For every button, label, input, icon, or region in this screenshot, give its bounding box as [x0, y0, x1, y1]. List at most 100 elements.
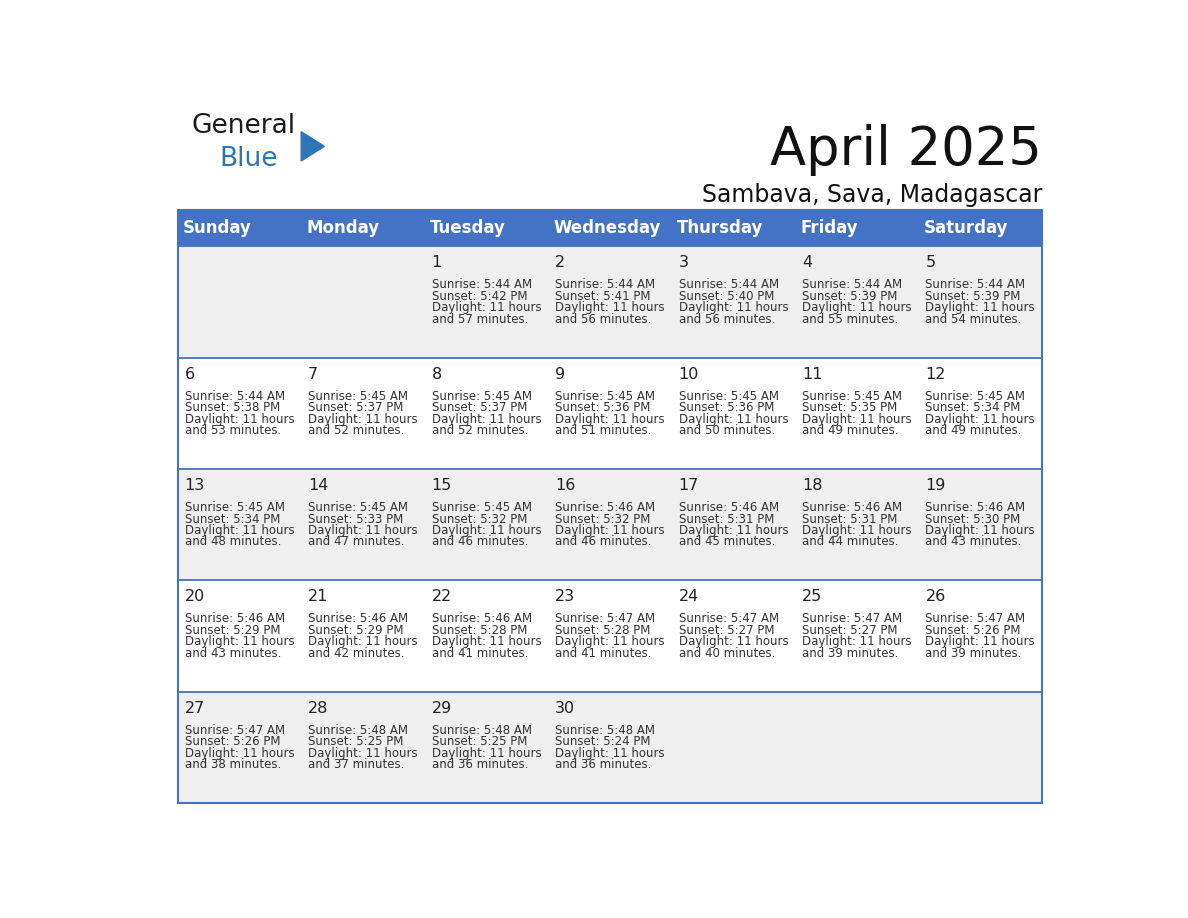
Text: Thursday: Thursday	[677, 219, 763, 238]
Text: and 39 minutes.: and 39 minutes.	[802, 646, 898, 660]
Text: 28: 28	[308, 700, 329, 716]
Text: 2: 2	[555, 255, 565, 271]
Text: 9: 9	[555, 366, 565, 382]
Text: 24: 24	[678, 589, 699, 604]
Text: Sunset: 5:30 PM: Sunset: 5:30 PM	[925, 512, 1020, 525]
Text: and 48 minutes.: and 48 minutes.	[185, 535, 282, 548]
Text: Sunset: 5:39 PM: Sunset: 5:39 PM	[802, 290, 897, 303]
Text: Sunset: 5:24 PM: Sunset: 5:24 PM	[555, 735, 651, 748]
Text: Daylight: 11 hours: Daylight: 11 hours	[431, 412, 542, 426]
Text: Sunset: 5:29 PM: Sunset: 5:29 PM	[185, 624, 280, 637]
Text: 30: 30	[555, 700, 575, 716]
Text: Sunrise: 5:44 AM: Sunrise: 5:44 AM	[925, 278, 1025, 291]
Text: and 52 minutes.: and 52 minutes.	[431, 424, 527, 437]
Text: Sunrise: 5:45 AM: Sunrise: 5:45 AM	[555, 390, 655, 403]
Text: Sunset: 5:33 PM: Sunset: 5:33 PM	[308, 512, 404, 525]
Text: and 36 minutes.: and 36 minutes.	[431, 758, 527, 771]
Text: Sunrise: 5:46 AM: Sunrise: 5:46 AM	[431, 612, 532, 625]
Text: Daylight: 11 hours: Daylight: 11 hours	[925, 412, 1035, 426]
Bar	[795, 210, 918, 246]
Text: April 2025: April 2025	[770, 124, 1042, 176]
Bar	[178, 469, 1042, 580]
Text: Sunrise: 5:44 AM: Sunrise: 5:44 AM	[555, 278, 656, 291]
Text: Daylight: 11 hours: Daylight: 11 hours	[802, 301, 911, 314]
Text: and 55 minutes.: and 55 minutes.	[802, 313, 898, 326]
Text: Sunset: 5:41 PM: Sunset: 5:41 PM	[555, 290, 651, 303]
Text: 12: 12	[925, 366, 946, 382]
Text: 6: 6	[185, 366, 195, 382]
Text: Sunset: 5:28 PM: Sunset: 5:28 PM	[555, 624, 651, 637]
Text: Sunrise: 5:46 AM: Sunrise: 5:46 AM	[802, 501, 902, 514]
Text: Sunset: 5:26 PM: Sunset: 5:26 PM	[925, 624, 1020, 637]
Bar	[178, 246, 1042, 358]
Text: Sunset: 5:36 PM: Sunset: 5:36 PM	[555, 401, 651, 414]
Text: and 39 minutes.: and 39 minutes.	[925, 646, 1022, 660]
Bar	[671, 210, 795, 246]
Text: Sunrise: 5:45 AM: Sunrise: 5:45 AM	[431, 501, 532, 514]
Text: and 57 minutes.: and 57 minutes.	[431, 313, 527, 326]
Text: 1: 1	[431, 255, 442, 271]
Text: Daylight: 11 hours: Daylight: 11 hours	[678, 635, 788, 648]
Text: Daylight: 11 hours: Daylight: 11 hours	[925, 635, 1035, 648]
Text: and 40 minutes.: and 40 minutes.	[678, 646, 775, 660]
Text: Sunset: 5:27 PM: Sunset: 5:27 PM	[802, 624, 897, 637]
Text: Daylight: 11 hours: Daylight: 11 hours	[431, 635, 542, 648]
Text: Sunrise: 5:45 AM: Sunrise: 5:45 AM	[925, 390, 1025, 403]
Text: Daylight: 11 hours: Daylight: 11 hours	[185, 412, 295, 426]
Text: Daylight: 11 hours: Daylight: 11 hours	[925, 301, 1035, 314]
Bar	[178, 210, 302, 246]
Text: Monday: Monday	[307, 219, 379, 238]
Text: Sunrise: 5:45 AM: Sunrise: 5:45 AM	[308, 501, 409, 514]
Text: Sunset: 5:40 PM: Sunset: 5:40 PM	[678, 290, 773, 303]
Text: Sunset: 5:42 PM: Sunset: 5:42 PM	[431, 290, 527, 303]
Text: Sunrise: 5:45 AM: Sunrise: 5:45 AM	[185, 501, 285, 514]
Text: 18: 18	[802, 478, 822, 493]
Text: 29: 29	[431, 700, 451, 716]
Text: Daylight: 11 hours: Daylight: 11 hours	[308, 635, 418, 648]
Text: Daylight: 11 hours: Daylight: 11 hours	[802, 412, 911, 426]
Text: and 54 minutes.: and 54 minutes.	[925, 313, 1022, 326]
Text: Sunrise: 5:46 AM: Sunrise: 5:46 AM	[925, 501, 1025, 514]
Text: Friday: Friday	[801, 219, 858, 238]
Text: Sunrise: 5:45 AM: Sunrise: 5:45 AM	[802, 390, 902, 403]
Text: 17: 17	[678, 478, 699, 493]
Text: 11: 11	[802, 366, 822, 382]
Text: Sunrise: 5:48 AM: Sunrise: 5:48 AM	[555, 723, 655, 737]
Text: Sunset: 5:28 PM: Sunset: 5:28 PM	[431, 624, 527, 637]
Text: Daylight: 11 hours: Daylight: 11 hours	[308, 746, 418, 759]
Text: and 41 minutes.: and 41 minutes.	[431, 646, 529, 660]
Text: Wednesday: Wednesday	[554, 219, 661, 238]
Text: and 43 minutes.: and 43 minutes.	[925, 535, 1022, 548]
Text: Sunrise: 5:46 AM: Sunrise: 5:46 AM	[678, 501, 778, 514]
Text: Daylight: 11 hours: Daylight: 11 hours	[308, 524, 418, 537]
Text: Sunrise: 5:47 AM: Sunrise: 5:47 AM	[185, 723, 285, 737]
Text: Tuesday: Tuesday	[430, 219, 506, 238]
Text: Sunrise: 5:48 AM: Sunrise: 5:48 AM	[431, 723, 532, 737]
Text: 22: 22	[431, 589, 451, 604]
Text: Sunset: 5:25 PM: Sunset: 5:25 PM	[431, 735, 527, 748]
Text: Sunset: 5:32 PM: Sunset: 5:32 PM	[431, 512, 527, 525]
Text: Sunrise: 5:44 AM: Sunrise: 5:44 AM	[802, 278, 902, 291]
Text: Daylight: 11 hours: Daylight: 11 hours	[678, 524, 788, 537]
Text: 7: 7	[308, 366, 318, 382]
Bar	[178, 580, 1042, 692]
Text: Sunrise: 5:44 AM: Sunrise: 5:44 AM	[678, 278, 778, 291]
Text: Sunrise: 5:48 AM: Sunrise: 5:48 AM	[308, 723, 409, 737]
Bar	[549, 210, 671, 246]
Text: Sunset: 5:29 PM: Sunset: 5:29 PM	[308, 624, 404, 637]
Text: 3: 3	[678, 255, 689, 271]
Text: Sunrise: 5:44 AM: Sunrise: 5:44 AM	[185, 390, 285, 403]
Text: 23: 23	[555, 589, 575, 604]
Bar	[302, 210, 425, 246]
Text: Daylight: 11 hours: Daylight: 11 hours	[555, 301, 665, 314]
Text: 5: 5	[925, 255, 935, 271]
Text: Sunset: 5:27 PM: Sunset: 5:27 PM	[678, 624, 775, 637]
Text: General: General	[191, 113, 296, 140]
Text: and 45 minutes.: and 45 minutes.	[678, 535, 775, 548]
Text: and 47 minutes.: and 47 minutes.	[308, 535, 405, 548]
Text: Sunrise: 5:44 AM: Sunrise: 5:44 AM	[431, 278, 532, 291]
Text: 19: 19	[925, 478, 946, 493]
Text: Sunset: 5:31 PM: Sunset: 5:31 PM	[678, 512, 773, 525]
Text: and 37 minutes.: and 37 minutes.	[308, 758, 405, 771]
Text: Sunset: 5:36 PM: Sunset: 5:36 PM	[678, 401, 773, 414]
